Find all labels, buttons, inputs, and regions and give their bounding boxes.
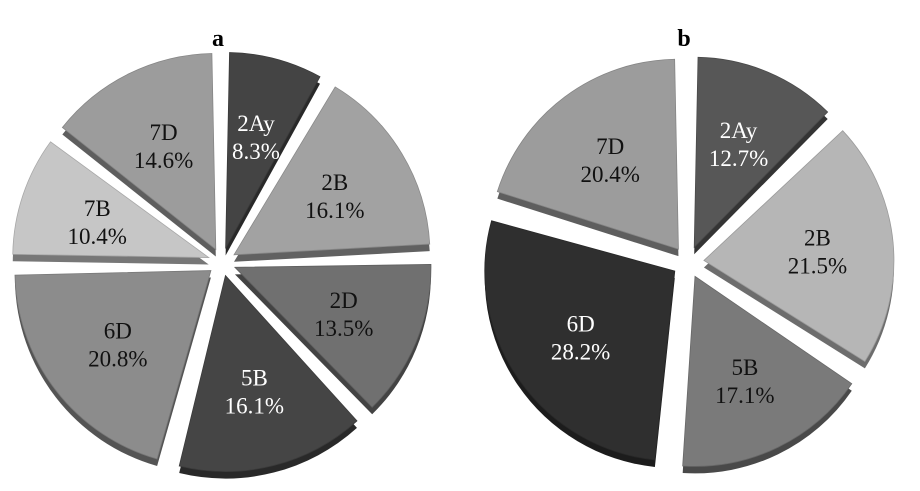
slice-value-label: 10.4% xyxy=(68,224,127,249)
slice-label: 2B xyxy=(321,170,348,195)
slice-label: 7D xyxy=(596,134,624,159)
slice-value-label: 14.6% xyxy=(134,148,193,173)
pie-a: 2Ay 8.3% 2B 16.1% 2D 13.5% 5B 16.1% 6D 20.8% 7B 10.… xyxy=(12,52,432,479)
slice-value-label: 20.4% xyxy=(580,162,639,187)
pie-slice-6D xyxy=(14,270,212,460)
pie-slice-5B xyxy=(682,275,853,467)
pie-slice-6D xyxy=(484,220,676,461)
pie-slice-5B xyxy=(178,274,358,472)
pie-slice-2Ay xyxy=(693,56,829,249)
pie-slice-7D xyxy=(61,53,217,251)
slice-value-label: 16.1% xyxy=(225,394,284,419)
slice-label: 6D xyxy=(567,311,595,336)
slice-value-label: 20.8% xyxy=(88,346,147,371)
slice-label: 5B xyxy=(241,366,268,391)
slice-value-label: 21.5% xyxy=(788,254,847,279)
pie-b: 2Ay 12.7% 2B 21.5% 5B 17.1% 6D 28.2% 7D 20.4% xyxy=(484,56,895,474)
pie-slice-2D xyxy=(234,264,432,408)
slice-value-label: 17.1% xyxy=(715,383,774,408)
pie-slice-2B xyxy=(703,130,895,362)
slice-label: 2Ay xyxy=(237,111,275,136)
slice-value-label: 12.7% xyxy=(709,146,768,171)
chart-b-title: b xyxy=(677,26,690,52)
slice-label: 2D xyxy=(330,288,358,313)
slice-value-label: 13.5% xyxy=(314,316,373,341)
pie-slice-2B xyxy=(233,86,431,256)
slice-label: 2Ay xyxy=(720,118,758,143)
slice-label: 2B xyxy=(804,226,831,251)
pie-slice-7D xyxy=(496,58,679,250)
chart-a-title: a xyxy=(212,26,224,52)
pie-slice-2Ay xyxy=(225,52,321,249)
slice-label: 7D xyxy=(150,120,178,145)
slice-value-label: 28.2% xyxy=(551,339,610,364)
pie-slice-7B xyxy=(12,141,210,258)
slice-label: 6D xyxy=(104,318,132,343)
slice-value-label: 16.1% xyxy=(305,198,364,223)
slice-label: 5B xyxy=(731,355,758,380)
slice-value-label: 8.3% xyxy=(232,139,280,164)
slice-label: 7B xyxy=(84,196,111,221)
